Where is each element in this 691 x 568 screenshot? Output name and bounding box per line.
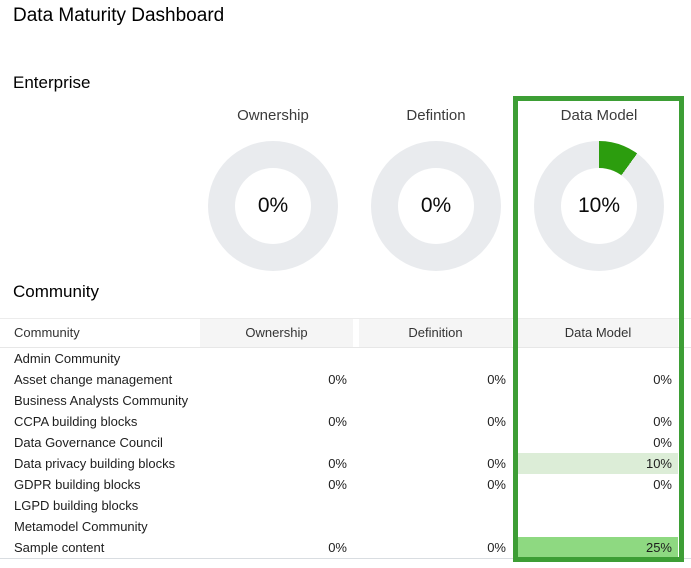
donut-chart-data-model[interactable]: Data Model 10% xyxy=(534,107,664,271)
community-table: Community Ownership Definition Data Mode… xyxy=(0,318,691,559)
donut-value: 0% xyxy=(398,168,474,244)
cell-definition-value xyxy=(353,495,512,516)
cell-community-name: Business Analysts Community xyxy=(14,393,189,408)
cell-community-name: Data privacy building blocks xyxy=(14,456,176,471)
cell-data-model-value: 0% xyxy=(512,474,678,495)
table-bottom-border xyxy=(0,558,691,559)
cell-definition-value xyxy=(353,516,512,537)
page-title: Data Maturity Dashboard xyxy=(13,5,225,26)
table-row[interactable]: LGPD building blocks xyxy=(0,495,691,516)
column-header-community: Community xyxy=(0,319,200,347)
cell-ownership-value: 0% xyxy=(328,540,347,555)
donut-chart-defintion[interactable]: Defintion 0% xyxy=(371,107,501,271)
column-header-definition: Definition xyxy=(353,319,512,347)
column-header-data-model: Data Model xyxy=(512,319,678,347)
cell-ownership-value: 0% xyxy=(328,372,347,387)
cell-data-model-value xyxy=(512,495,678,516)
cell-ownership-value: 0% xyxy=(328,477,347,492)
cell-community-name: Sample content xyxy=(14,540,105,555)
cell-data-model-value: 0% xyxy=(512,369,678,390)
cell-community-name: Admin Community xyxy=(14,351,121,366)
table-row[interactable]: Admin Community xyxy=(0,348,691,369)
cell-data-model-value xyxy=(512,516,678,537)
donut-chart-ownership[interactable]: Ownership 0% xyxy=(208,107,338,271)
cell-ownership-value xyxy=(200,495,353,516)
column-header-ownership: Ownership xyxy=(200,319,353,347)
cell-ownership-value xyxy=(200,348,353,369)
table-row[interactable]: Metamodel Community xyxy=(0,516,691,537)
community-table-body: Admin Community Asset change management 0%… xyxy=(0,348,691,558)
table-row[interactable]: Sample content 0% 0% 25% xyxy=(0,537,691,558)
table-row[interactable]: CCPA building blocks 0% 0% 0% xyxy=(0,411,691,432)
enterprise-heading: Enterprise xyxy=(13,73,91,92)
table-row[interactable]: GDPR building blocks 0% 0% 0% xyxy=(0,474,691,495)
donut-title: Ownership xyxy=(237,107,309,124)
cell-definition-value xyxy=(353,390,512,411)
cell-definition-value: 0% xyxy=(353,369,512,390)
cell-ownership-value: 0% xyxy=(328,456,347,471)
cell-definition-value xyxy=(353,348,512,369)
cell-data-model-value: 10% xyxy=(512,453,678,474)
donut-value: 10% xyxy=(561,168,637,244)
cell-ownership-value xyxy=(200,516,353,537)
cell-community-name: LGPD building blocks xyxy=(14,498,139,513)
cell-ownership-value: 0% xyxy=(328,414,347,429)
cell-definition-value xyxy=(353,432,512,453)
cell-data-model-value: 0% xyxy=(512,432,678,453)
donut-ring: 0% xyxy=(371,141,501,271)
cell-data-model-value: 0% xyxy=(512,411,678,432)
table-row[interactable]: Asset change management 0% 0% 0% xyxy=(0,369,691,390)
community-heading: Community xyxy=(13,282,99,301)
cell-definition-value: 0% xyxy=(353,411,512,432)
table-row[interactable]: Data privacy building blocks 0% 0% 10% xyxy=(0,453,691,474)
cell-definition-value: 0% xyxy=(353,474,512,495)
donut-value: 0% xyxy=(235,168,311,244)
cell-community-name: CCPA building blocks xyxy=(14,414,138,429)
cell-data-model-value xyxy=(512,390,678,411)
cell-definition-value: 0% xyxy=(353,453,512,474)
table-row[interactable]: Data Governance Council 0% xyxy=(0,432,691,453)
donut-title: Data Model xyxy=(560,107,638,124)
cell-ownership-value xyxy=(200,390,353,411)
cell-community-name: Metamodel Community xyxy=(14,519,148,534)
cell-data-model-value xyxy=(512,348,678,369)
cell-community-name: Data Governance Council xyxy=(14,435,163,450)
table-row[interactable]: Business Analysts Community xyxy=(0,390,691,411)
cell-community-name: GDPR building blocks xyxy=(14,477,141,492)
community-table-header: Community Ownership Definition Data Mode… xyxy=(0,318,691,348)
donut-ring: 0% xyxy=(208,141,338,271)
donut-title: Defintion xyxy=(406,107,466,124)
donut-ring: 10% xyxy=(534,141,664,271)
cell-ownership-value xyxy=(200,432,353,453)
cell-community-name: Asset change management xyxy=(14,372,173,387)
cell-definition-value: 0% xyxy=(353,537,512,558)
cell-data-model-value: 25% xyxy=(512,537,678,558)
